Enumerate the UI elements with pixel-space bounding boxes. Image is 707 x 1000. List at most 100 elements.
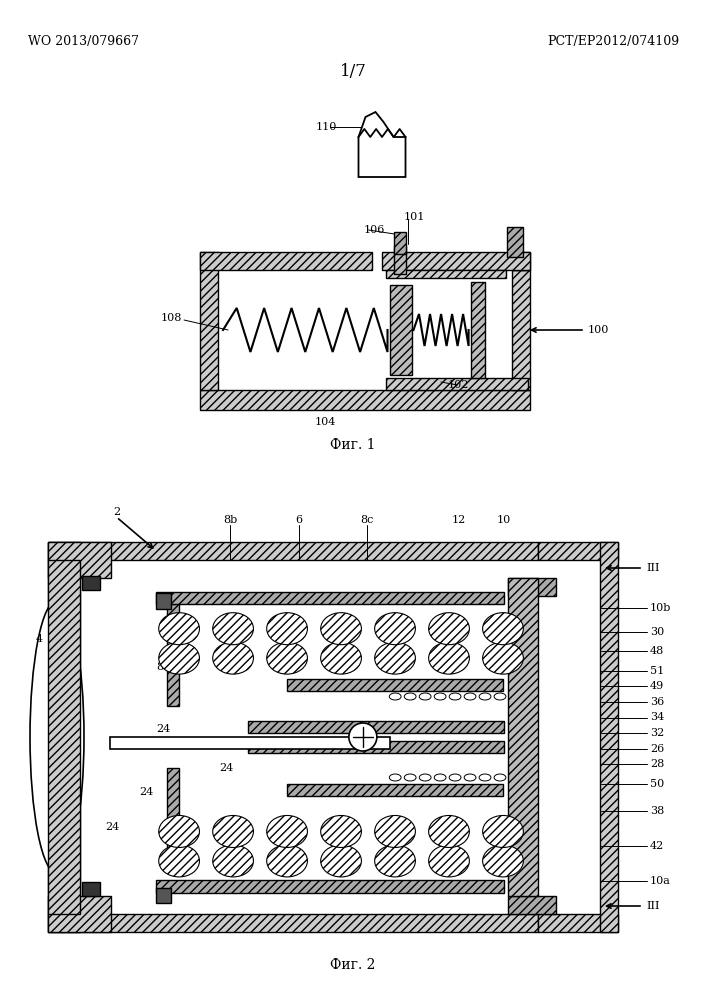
Text: III: III: [646, 563, 660, 573]
Text: 24: 24: [105, 822, 119, 832]
Text: 38: 38: [650, 806, 665, 816]
Ellipse shape: [479, 693, 491, 700]
Bar: [471, 282, 484, 378]
Ellipse shape: [390, 774, 401, 781]
Bar: [200, 252, 372, 270]
Text: 100: 100: [588, 325, 609, 335]
Bar: [48, 896, 111, 932]
Ellipse shape: [428, 613, 469, 645]
Text: 102: 102: [448, 380, 469, 390]
Ellipse shape: [419, 693, 431, 700]
Bar: [48, 542, 538, 560]
Polygon shape: [358, 112, 406, 177]
Ellipse shape: [159, 845, 199, 877]
Ellipse shape: [483, 613, 523, 645]
Ellipse shape: [375, 815, 416, 847]
Ellipse shape: [375, 642, 416, 674]
Text: 24: 24: [156, 724, 170, 734]
Text: 110: 110: [315, 122, 337, 132]
Bar: [288, 678, 503, 690]
Bar: [394, 246, 406, 274]
Ellipse shape: [479, 774, 491, 781]
Ellipse shape: [267, 642, 308, 674]
Bar: [512, 252, 530, 270]
Text: 51: 51: [650, 666, 665, 676]
Ellipse shape: [375, 613, 416, 645]
Bar: [538, 914, 618, 932]
Bar: [167, 604, 179, 706]
Text: 108: 108: [160, 313, 182, 323]
Ellipse shape: [321, 642, 361, 674]
Bar: [512, 270, 530, 390]
Ellipse shape: [449, 774, 461, 781]
Text: 10b: 10b: [650, 603, 672, 613]
Bar: [394, 232, 406, 254]
Bar: [538, 542, 618, 560]
Bar: [156, 593, 171, 609]
Ellipse shape: [404, 693, 416, 700]
Text: 8c: 8c: [361, 515, 374, 525]
Text: 104: 104: [315, 417, 336, 427]
Bar: [83, 576, 100, 590]
Text: 49: 49: [650, 681, 665, 691]
Ellipse shape: [321, 845, 361, 877]
Ellipse shape: [464, 693, 476, 700]
Text: 106: 106: [363, 225, 385, 235]
Ellipse shape: [434, 774, 446, 781]
Text: 24: 24: [219, 763, 233, 773]
Text: Фиг. 1: Фиг. 1: [330, 438, 375, 452]
Bar: [48, 560, 81, 914]
Text: 1/7: 1/7: [339, 64, 366, 81]
Text: 30: 30: [650, 627, 665, 637]
Bar: [156, 880, 504, 893]
Text: 2: 2: [113, 507, 120, 517]
Ellipse shape: [213, 613, 253, 645]
Bar: [382, 252, 530, 270]
Text: 8b: 8b: [223, 515, 238, 525]
Bar: [48, 542, 81, 932]
Bar: [200, 390, 530, 410]
Bar: [167, 768, 179, 870]
Bar: [508, 578, 538, 896]
Ellipse shape: [321, 613, 361, 645]
Ellipse shape: [483, 815, 523, 847]
Text: 28: 28: [650, 759, 665, 769]
Circle shape: [349, 723, 377, 751]
Ellipse shape: [404, 774, 416, 781]
Text: 12: 12: [451, 515, 465, 525]
Ellipse shape: [434, 693, 446, 700]
Ellipse shape: [428, 815, 469, 847]
Ellipse shape: [428, 642, 469, 674]
Bar: [390, 285, 411, 375]
Bar: [508, 578, 556, 596]
Ellipse shape: [449, 693, 461, 700]
Text: III: III: [646, 901, 660, 911]
Text: WO 2013/079667: WO 2013/079667: [28, 35, 139, 48]
Text: 32: 32: [650, 728, 665, 738]
Text: 4: 4: [36, 635, 43, 645]
Text: 6: 6: [296, 515, 303, 525]
Text: 36: 36: [650, 697, 665, 707]
Ellipse shape: [483, 845, 523, 877]
Ellipse shape: [494, 774, 506, 781]
Bar: [385, 270, 506, 278]
Ellipse shape: [213, 642, 253, 674]
Bar: [48, 542, 111, 578]
Ellipse shape: [464, 774, 476, 781]
Text: 10a: 10a: [650, 876, 671, 886]
Bar: [385, 378, 528, 390]
Text: 8: 8: [156, 662, 163, 672]
Ellipse shape: [375, 845, 416, 877]
Ellipse shape: [419, 774, 431, 781]
Ellipse shape: [267, 815, 308, 847]
Bar: [507, 227, 523, 257]
Bar: [48, 914, 538, 932]
Bar: [247, 721, 504, 733]
Bar: [247, 741, 504, 753]
Ellipse shape: [159, 613, 199, 645]
Ellipse shape: [213, 845, 253, 877]
Ellipse shape: [30, 600, 84, 874]
Text: 42: 42: [650, 841, 665, 851]
Ellipse shape: [213, 815, 253, 847]
Ellipse shape: [428, 845, 469, 877]
